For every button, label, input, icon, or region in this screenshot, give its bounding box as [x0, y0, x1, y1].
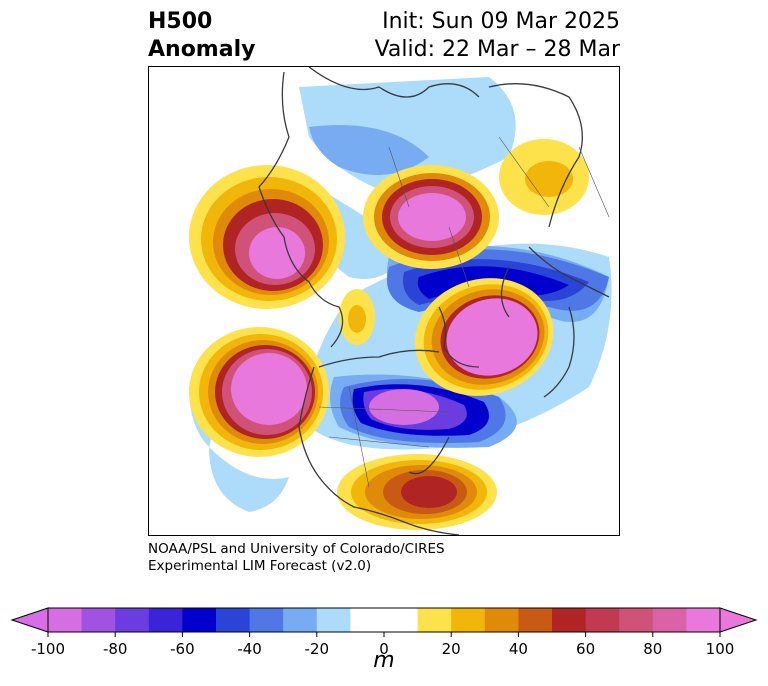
colorbar-bin: [451, 608, 486, 632]
colorbar-tick-label: 100: [706, 640, 735, 658]
colorbar-bin: [518, 608, 553, 632]
colorbar-bins: [48, 608, 721, 632]
ridge-east: [414, 278, 554, 396]
colorbar-bin: [384, 608, 419, 632]
colorbar-tick-label: -80: [103, 640, 128, 658]
colorbar-bin: [316, 608, 351, 632]
colorbar-bin: [552, 608, 587, 632]
map-title: H500 Anomaly: [148, 8, 255, 64]
credit-line2: Experimental LIM Forecast (v2.0): [148, 558, 372, 574]
title-field: Anomaly: [148, 37, 256, 62]
colorbar-ticks: -100 -80 -60 -40 -20 0 20 40 60 80 100: [31, 632, 734, 658]
colorbar-over-triangle: [719, 607, 758, 633]
colorbar-tick-label: 60: [576, 640, 595, 658]
borders: [318, 136, 610, 488]
colorbar-under-triangle: [10, 607, 49, 633]
colorbar-bin: [48, 608, 83, 632]
init-date: Init: Sun 09 Mar 2025: [382, 9, 620, 34]
colorbar-tick-label: -20: [305, 640, 330, 658]
colorbar-bin: [350, 608, 385, 632]
colorbar-bin: [148, 608, 183, 632]
colorbar-bin: [417, 608, 452, 632]
credit: NOAA/PSL and University of Colorado/CIRE…: [148, 541, 445, 575]
colorbar-tick-label: 40: [509, 640, 528, 658]
colorbar-bin: [216, 608, 251, 632]
coastlines: [258, 67, 610, 535]
credit-line1: NOAA/PSL and University of Colorado/CIRE…: [148, 541, 445, 557]
colorbar-bin: [249, 608, 284, 632]
anomaly-map: [148, 66, 620, 536]
colorbar-bin: [585, 608, 620, 632]
colorbar-tick-label: 20: [442, 640, 461, 658]
colorbar-bin: [484, 608, 519, 632]
colorbar-tick-label: -40: [237, 640, 262, 658]
colorbar-bin: [182, 608, 217, 632]
ridge-northeast: [499, 139, 589, 215]
valid-range: Valid: 22 Mar – 28 Mar: [374, 37, 620, 62]
ridge-center-small: [339, 289, 375, 345]
ridge-west: [189, 327, 329, 457]
colorbar-unit-label: m: [373, 648, 395, 673]
title-variable: H500: [148, 9, 213, 34]
colorbar-bin: [81, 608, 116, 632]
map-dates: Init: Sun 09 Mar 2025 Valid: 22 Mar – 28…: [375, 8, 620, 64]
ridge-north-center: [363, 165, 499, 269]
colorbar-bin: [686, 608, 721, 632]
colorbar-tick-label: -60: [170, 640, 195, 658]
ridge-south: [337, 454, 497, 530]
colorbar-bin: [619, 608, 654, 632]
colorbar-tick-label: 0: [379, 640, 389, 658]
colorbar-tick-label: -100: [31, 640, 65, 658]
colorbar-bin: [115, 608, 150, 632]
colorbar-bin: [652, 608, 687, 632]
ridge-northwest: [189, 165, 345, 309]
map-svg: [189, 67, 612, 535]
colorbar-bin: [283, 608, 318, 632]
colorbar: -100 -80 -60 -40 -20 0 20 40 60 80 100: [10, 607, 758, 658]
colorbar-tick-label: 80: [643, 640, 662, 658]
